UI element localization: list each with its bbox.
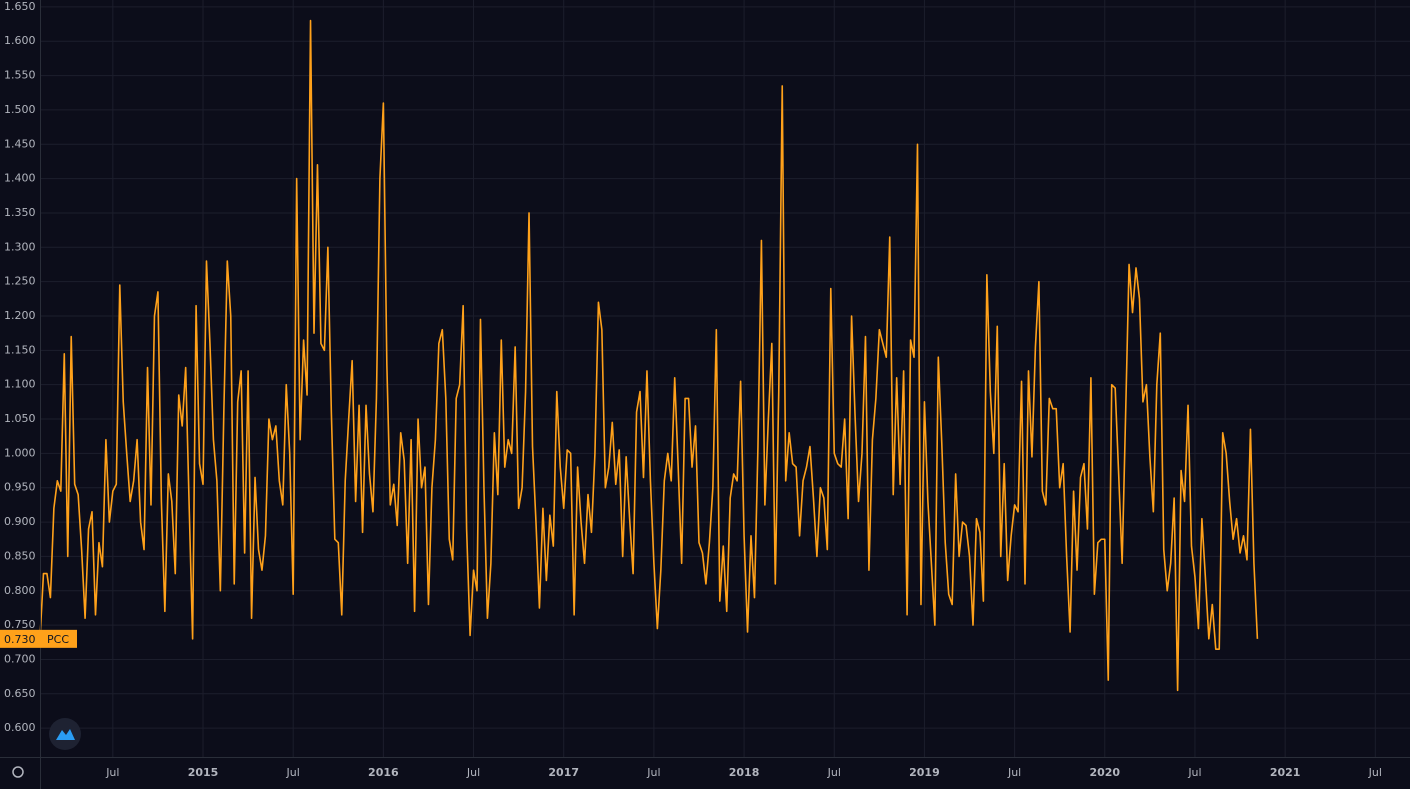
y-tick-label: 1.100 — [4, 378, 36, 391]
plot — [39, 19, 1259, 692]
y-tick-label: 1.050 — [4, 412, 36, 425]
y-tick-label: 0.850 — [4, 549, 36, 562]
x-tick-label: Jul — [286, 766, 300, 779]
x-tick-label: 2021 — [1270, 766, 1301, 779]
x-tick-label: Jul — [1187, 766, 1201, 779]
y-tick-label: 1.150 — [4, 343, 36, 356]
y-tick-label: 0.900 — [4, 515, 36, 528]
x-tick-label: Jul — [1368, 766, 1382, 779]
y-tick-label: 0.950 — [4, 481, 36, 494]
axes: 0.600 0.650 0.700 0.750 0.800 0.850 0.900 0.950… — [4, 0, 1382, 779]
y-tick-label: 1.450 — [4, 137, 36, 150]
y-tick-label: 1.200 — [4, 309, 36, 322]
y-tick-label: 1.650 — [4, 0, 36, 13]
x-tick-label: 2019 — [909, 766, 940, 779]
x-tick-label: Jul — [466, 766, 480, 779]
x-tick-label: 2015 — [188, 766, 219, 779]
x-tick-label: Jul — [1007, 766, 1021, 779]
y-tick-label: 0.800 — [4, 584, 36, 597]
y-tick-label: 1.600 — [4, 34, 36, 47]
x-tick-label: 2016 — [368, 766, 399, 779]
x-tick-label: Jul — [646, 766, 660, 779]
logo-icon[interactable] — [56, 729, 75, 740]
x-tick-label: Jul — [827, 766, 841, 779]
y-tick-label: 1.300 — [4, 240, 36, 253]
x-tick-label: 2018 — [729, 766, 760, 779]
y-tick-label: 1.250 — [4, 275, 36, 288]
y-tick-label: 1.000 — [4, 446, 36, 459]
y-tick-label: 1.550 — [4, 69, 36, 82]
y-tick-label: 1.500 — [4, 103, 36, 116]
y-tick-label: 0.600 — [4, 721, 36, 734]
last-value-badge: 0.730 PCC — [0, 629, 77, 648]
y-tick-label: 1.400 — [4, 172, 36, 185]
series-line — [39, 19, 1259, 692]
series-name: PCC — [47, 633, 69, 646]
x-tick-label: 2020 — [1089, 766, 1120, 779]
x-tick-label: Jul — [105, 766, 119, 779]
last-value-box — [0, 629, 77, 648]
logo[interactable] — [49, 718, 81, 750]
y-tick-label: 1.350 — [4, 206, 36, 219]
last-value-label: 0.730 — [4, 633, 36, 646]
x-tick-label: 2017 — [548, 766, 579, 779]
y-tick-label: 0.650 — [4, 687, 36, 700]
y-tick-label: 0.750 — [4, 618, 36, 631]
y-tick-label: 0.700 — [4, 652, 36, 665]
settings-button[interactable] — [12, 766, 24, 778]
gear-icon[interactable] — [12, 766, 24, 778]
